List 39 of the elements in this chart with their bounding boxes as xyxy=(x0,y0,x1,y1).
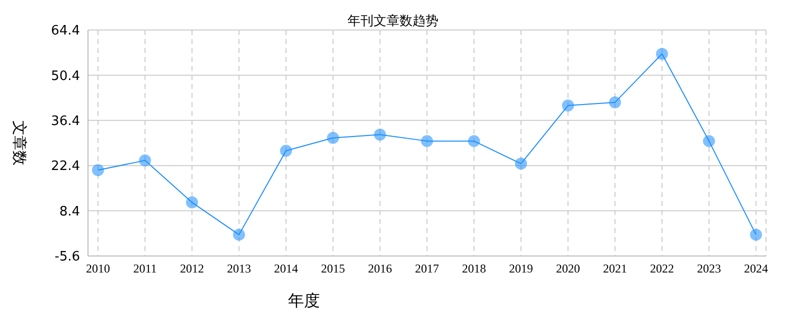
point xyxy=(186,196,198,208)
x-tick-label: 2024 xyxy=(744,262,768,276)
y-tick-label: 36.4 xyxy=(51,114,80,130)
x-tick-label: 2022 xyxy=(650,262,674,276)
x-tick-label: 2014 xyxy=(274,262,298,276)
x-tick-label: 2021 xyxy=(603,262,627,276)
y-tick-label: 64.4 xyxy=(51,24,80,39)
y-tick-label: 50.4 xyxy=(51,68,80,84)
point xyxy=(374,128,386,141)
point xyxy=(656,48,668,60)
x-tick-label: 2023 xyxy=(697,262,721,276)
x-tick-label: 2010 xyxy=(86,262,110,276)
point xyxy=(327,132,339,144)
x-tick-label: 2020 xyxy=(556,262,580,276)
point xyxy=(421,135,433,148)
x-tick-label: 2018 xyxy=(462,262,486,276)
point xyxy=(233,228,245,241)
y-tick-label: 22.4 xyxy=(51,159,80,174)
x-tick-label: 2012 xyxy=(180,262,204,276)
x-tick-label: 2019 xyxy=(509,262,533,276)
point xyxy=(750,228,762,241)
point xyxy=(609,96,621,108)
y-axis-title: 文章数 xyxy=(10,120,28,166)
chart-title: 年刊文章数趋势 xyxy=(348,13,438,28)
y-tick-label: 8.4 xyxy=(59,204,80,220)
x-tick-label: 2011 xyxy=(133,262,157,276)
point xyxy=(280,144,292,157)
x-tick-label: 2017 xyxy=(415,262,439,276)
point xyxy=(468,135,480,148)
point xyxy=(703,135,715,148)
point xyxy=(92,164,104,176)
x-tick-label: 2015 xyxy=(321,262,345,276)
x-axis-title: 年度 xyxy=(288,292,320,310)
x-tick-label: 2013 xyxy=(227,262,251,276)
point xyxy=(515,158,527,170)
point xyxy=(562,100,574,112)
x-tick-label: 2016 xyxy=(368,262,392,276)
y-tick-label: -5.6 xyxy=(54,250,80,265)
point xyxy=(139,154,151,166)
